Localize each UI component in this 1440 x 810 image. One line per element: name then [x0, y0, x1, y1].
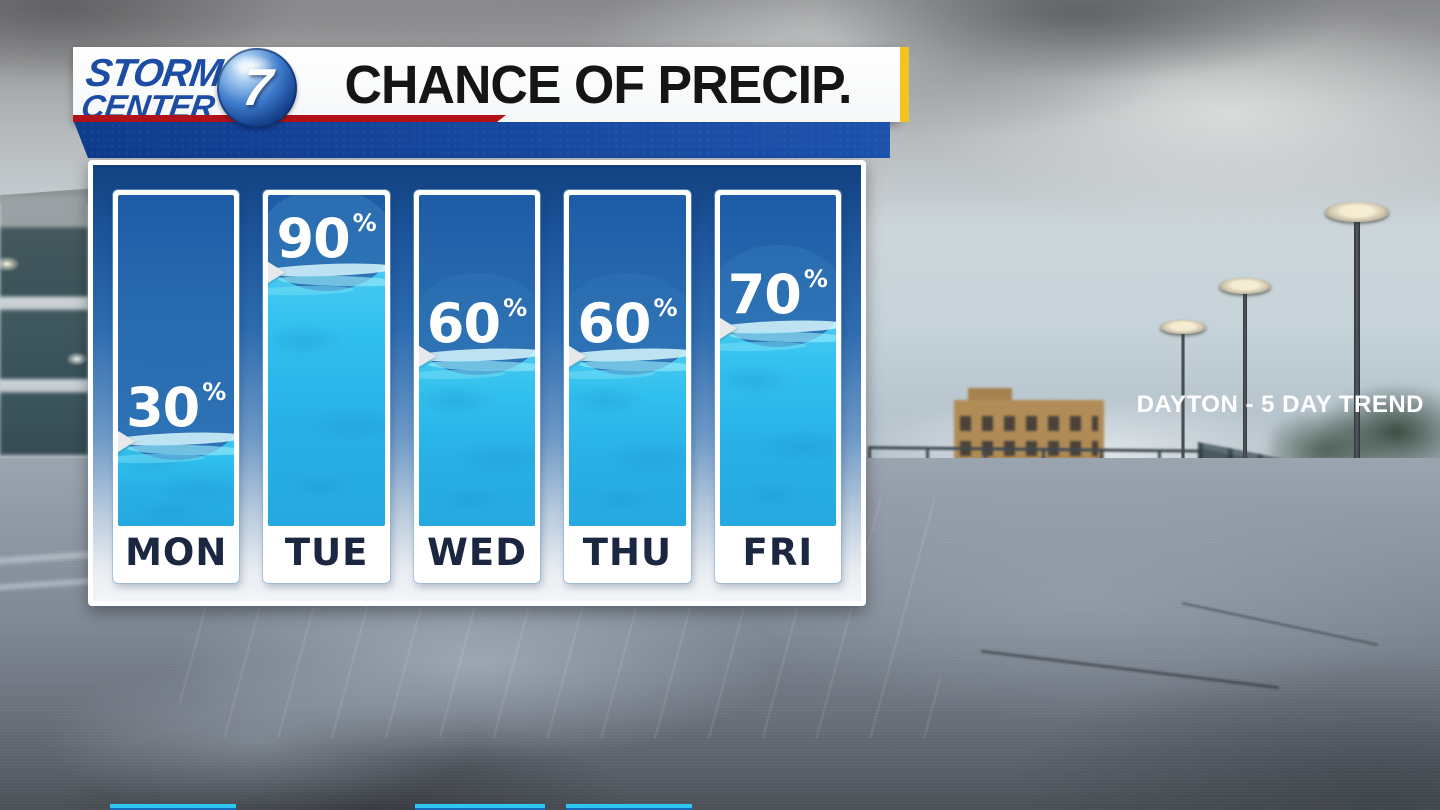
page-title: CHANCE OF PRECIP. — [344, 55, 853, 115]
bottom-partial-bar — [566, 804, 692, 810]
lamp-head — [1325, 202, 1389, 222]
bottom-partial-bar — [110, 804, 236, 810]
waterline-notch — [268, 257, 286, 288]
day-label: WED — [427, 530, 527, 574]
day-column-wed: 60% WED — [413, 190, 541, 583]
header-bar — [73, 47, 900, 122]
lamp-pole — [1243, 288, 1247, 556]
channel-7-ball-icon: 7 — [217, 48, 297, 128]
storm-center-logo: STORM CENTER — [79, 52, 225, 125]
precip-chart-panel: 30% MON 90% TUE 60% — [88, 160, 866, 606]
street-lamp-tall — [1325, 202, 1389, 692]
water-fill — [268, 261, 385, 526]
header-yellow-accent — [900, 47, 909, 122]
day-column-mon: 30% MON — [113, 190, 240, 583]
percent-label: 90% — [268, 211, 384, 266]
percent-value: 30 — [126, 375, 200, 439]
lamp-head — [1160, 320, 1206, 334]
waterline-notch — [118, 425, 135, 456]
percent-sign: % — [653, 293, 678, 322]
percent-sign: % — [352, 209, 377, 238]
percent-label: 30% — [118, 380, 234, 435]
building-window-row — [960, 416, 1098, 431]
lamp-pole — [1354, 212, 1360, 690]
day-column-fri: 70% FRI — [714, 190, 842, 583]
location-banner — [74, 122, 890, 158]
street-lamp-medium — [1219, 278, 1271, 558]
day-label: TUE — [284, 530, 369, 574]
percent-label: 70% — [720, 267, 836, 322]
logo-red-stripe — [73, 115, 506, 122]
day-label: THU — [582, 530, 673, 574]
waterline-notch — [418, 341, 436, 372]
waterline-notch — [569, 341, 587, 372]
percent-sign: % — [202, 377, 227, 406]
left-building-light — [0, 256, 20, 272]
water-fill — [719, 317, 837, 526]
percent-value: 70 — [727, 263, 802, 327]
precip-bar: 90% — [268, 195, 385, 526]
percent-sign: % — [803, 265, 828, 294]
percent-value: 60 — [426, 291, 501, 355]
left-building-light-2 — [66, 352, 88, 366]
bottom-partial-bar — [415, 804, 545, 810]
lamp-pole — [1181, 330, 1185, 505]
day-label: FRI — [742, 530, 814, 574]
percent-label: 60% — [569, 296, 685, 351]
percent-sign: % — [503, 293, 528, 322]
percent-label: 60% — [419, 296, 535, 351]
percent-value: 90 — [276, 207, 351, 271]
channel-number: 7 — [239, 59, 275, 117]
precip-bar: 30% — [118, 195, 235, 526]
logo-line1: STORM — [83, 52, 225, 95]
day-column-tue: 90% TUE — [263, 190, 390, 583]
day-column-thu: 60% THU — [564, 190, 691, 583]
precip-bar: 60% — [569, 195, 686, 526]
precip-bar: 60% — [418, 195, 536, 526]
location-banner-text: DAYTON - 5 DAY TREND — [1136, 391, 1424, 418]
lamp-head — [1219, 278, 1271, 294]
waterline-notch — [719, 313, 737, 344]
precip-bar: 70% — [719, 195, 837, 526]
street-lamp-small — [1160, 320, 1206, 505]
percent-value: 60 — [577, 291, 651, 355]
day-label: MON — [125, 530, 228, 574]
